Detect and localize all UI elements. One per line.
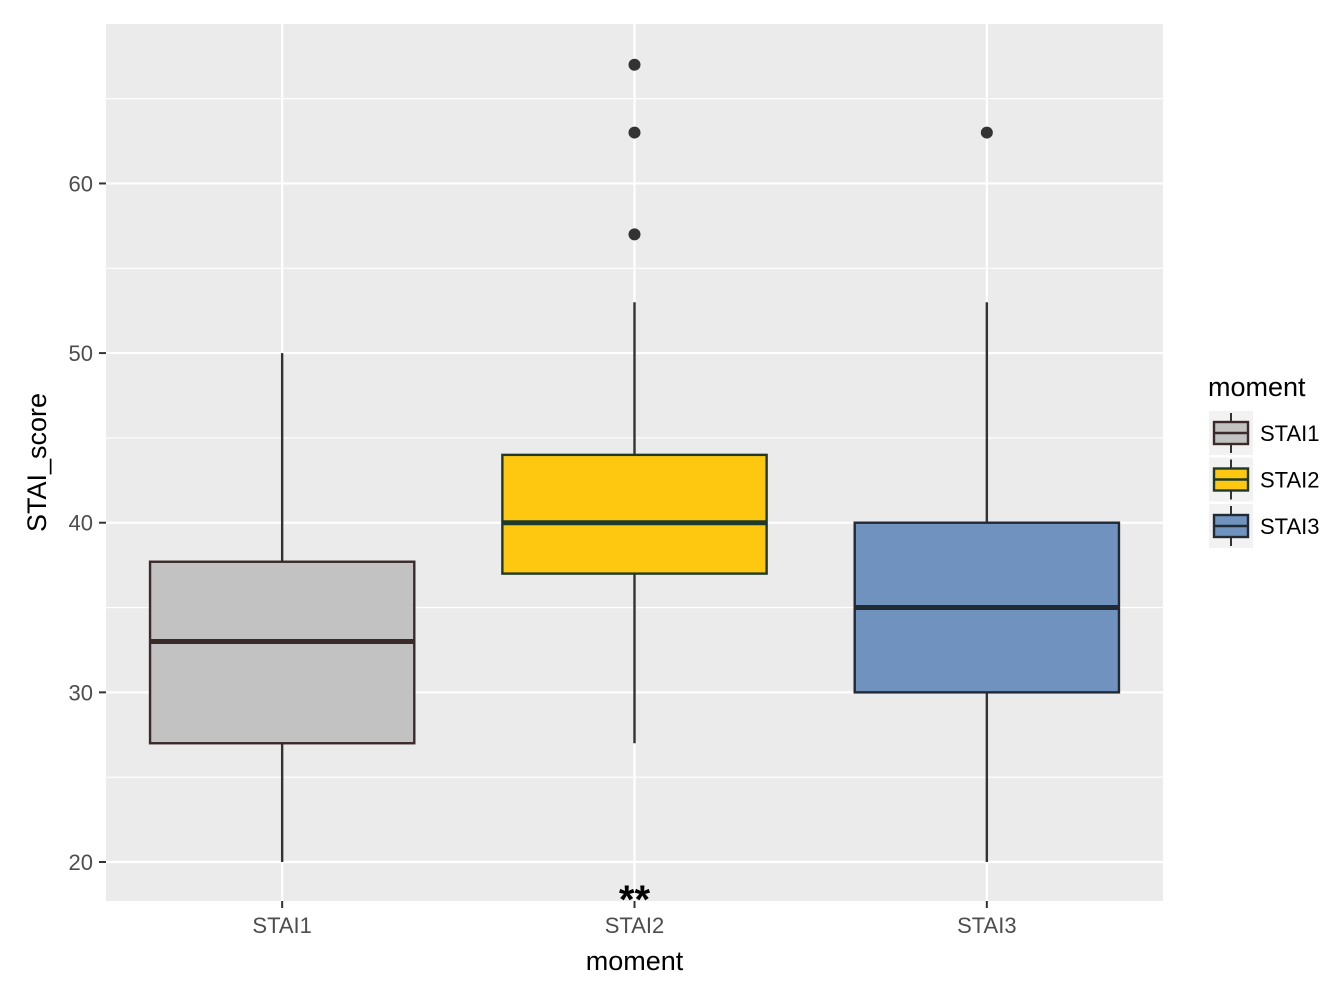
legend-label: STAI3 — [1260, 514, 1320, 539]
x-tick-label: STAI2 — [605, 913, 665, 938]
box-stai2: ** — [501, 58, 768, 922]
box-stai1 — [148, 353, 416, 862]
legend-item-stai1: STAI1 — [1209, 411, 1320, 455]
box-stai3 — [853, 126, 1121, 862]
y-tick-label: 20 — [69, 850, 93, 875]
legend-item-stai2: STAI2 — [1209, 457, 1320, 502]
box-body — [148, 560, 416, 745]
outlier-point — [628, 126, 641, 139]
y-axis-title: STAI_score — [22, 393, 52, 532]
legend-item-stai3: STAI3 — [1209, 504, 1320, 548]
outlier-point — [980, 126, 993, 139]
x-tick-label: STAI3 — [957, 913, 1017, 938]
box-body — [501, 453, 768, 575]
outlier-point — [628, 228, 641, 241]
y-tick-label: 40 — [69, 511, 93, 536]
legend-title: moment — [1208, 372, 1306, 402]
significance-annotation: ** — [619, 878, 651, 922]
x-axis: STAI1 STAI2 STAI3 — [252, 901, 1017, 938]
x-axis-title: moment — [586, 946, 684, 976]
legend-label: STAI1 — [1260, 421, 1320, 446]
y-tick-label: 30 — [69, 680, 93, 705]
legend: moment STAI1 STAI2 STAI3 — [1208, 372, 1320, 548]
y-tick-label: 60 — [69, 171, 93, 196]
legend-label: STAI2 — [1260, 468, 1320, 493]
y-axis: 20 30 40 50 60 — [69, 171, 106, 875]
box-layer: ** — [148, 58, 1121, 922]
outlier-point — [628, 58, 641, 71]
x-tick-label: STAI1 — [252, 913, 312, 938]
y-tick-label: 50 — [69, 341, 93, 366]
